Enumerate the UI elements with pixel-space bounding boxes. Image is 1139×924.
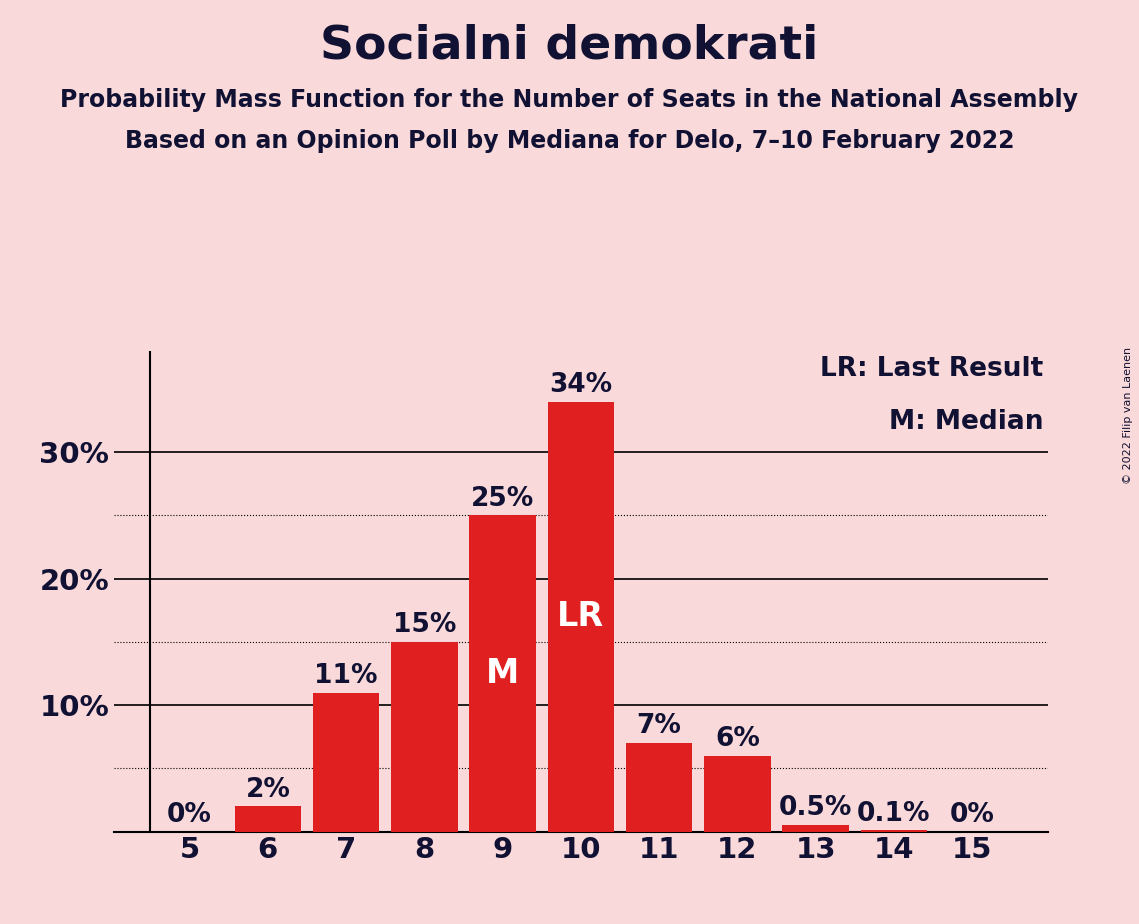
Text: 7%: 7%	[637, 713, 681, 739]
Text: Based on an Opinion Poll by Mediana for Delo, 7–10 February 2022: Based on an Opinion Poll by Mediana for …	[125, 129, 1014, 153]
Bar	[861, 831, 927, 832]
Bar	[548, 402, 614, 832]
Text: 2%: 2%	[245, 776, 290, 803]
Bar	[782, 825, 849, 832]
Bar	[704, 756, 771, 832]
Text: 25%: 25%	[472, 486, 534, 512]
Bar	[235, 807, 301, 832]
Text: 34%: 34%	[549, 371, 613, 398]
Text: 11%: 11%	[314, 663, 378, 688]
Bar	[469, 516, 535, 832]
Text: Socialni demokrati: Socialni demokrati	[320, 23, 819, 68]
Text: 0.5%: 0.5%	[779, 796, 852, 821]
Bar	[313, 692, 379, 832]
Text: 6%: 6%	[715, 726, 760, 752]
Text: LR: Last Result: LR: Last Result	[820, 356, 1043, 382]
Text: Probability Mass Function for the Number of Seats in the National Assembly: Probability Mass Function for the Number…	[60, 88, 1079, 112]
Text: 0%: 0%	[950, 802, 994, 828]
Text: 0.1%: 0.1%	[858, 800, 931, 827]
Text: LR: LR	[557, 601, 605, 633]
Text: 0%: 0%	[167, 802, 212, 828]
Text: M: Median: M: Median	[888, 408, 1043, 435]
Bar	[391, 642, 458, 832]
Text: 15%: 15%	[393, 612, 456, 638]
Text: © 2022 Filip van Laenen: © 2022 Filip van Laenen	[1123, 347, 1133, 484]
Text: M: M	[486, 657, 519, 690]
Bar	[626, 743, 693, 832]
